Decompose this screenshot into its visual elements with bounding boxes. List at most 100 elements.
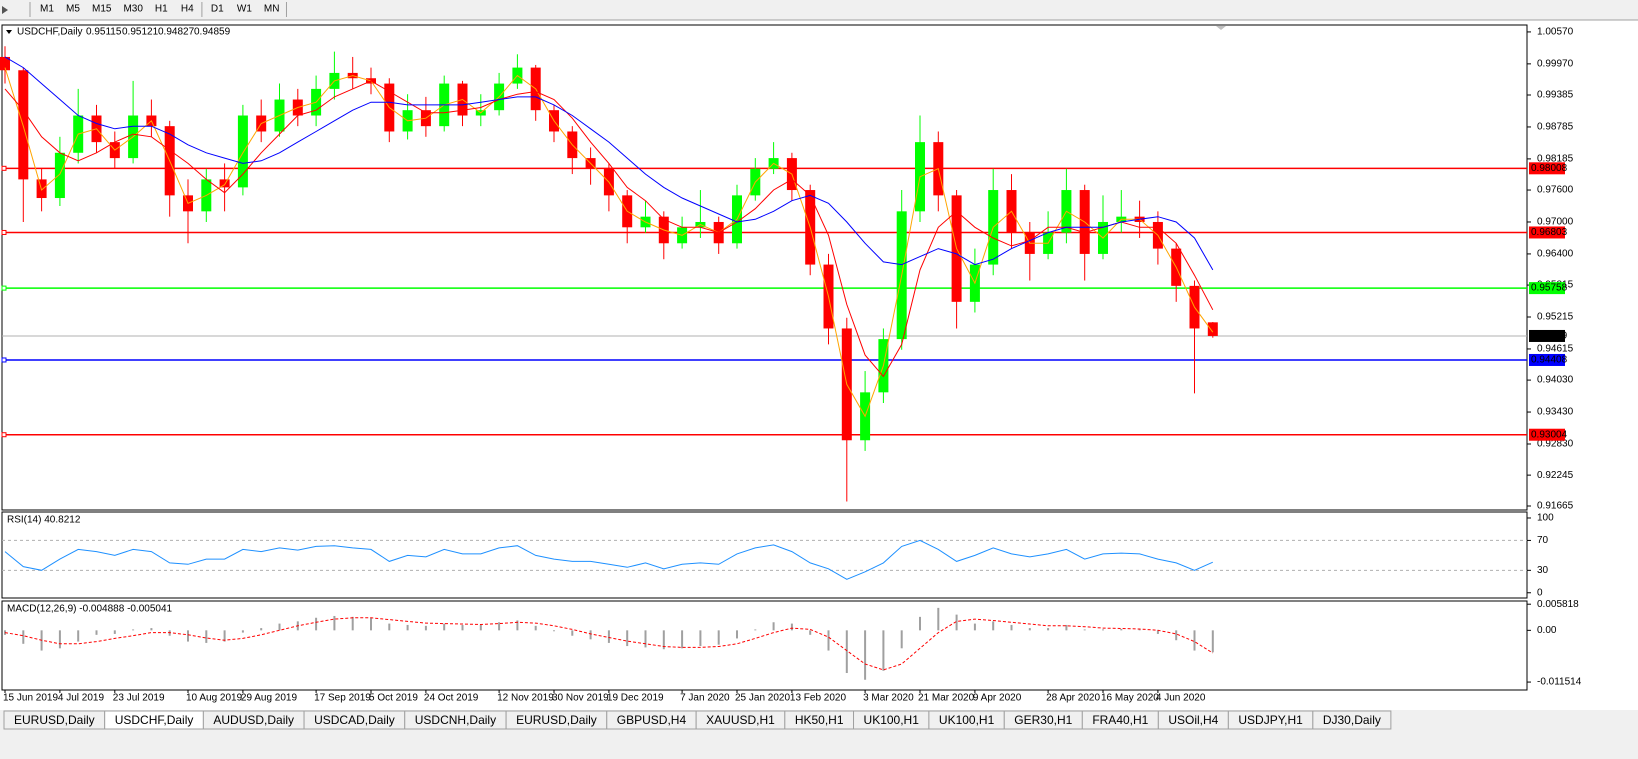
macd-bar (241, 630, 244, 633)
candle-body (219, 179, 230, 188)
tab-label[interactable]: USOil,H4 (1168, 713, 1218, 727)
tab[interactable]: DJ30,Daily (1312, 710, 1392, 730)
timeframe-button[interactable]: W1 (237, 4, 252, 15)
macd-bar (534, 625, 537, 631)
rsi-title: RSI(14) 40.8212 (7, 515, 81, 526)
x-tick-label: 21 Mar 2020 (918, 693, 975, 704)
tab-background (1312, 710, 1392, 730)
tab[interactable]: XAUUSD,H1 (695, 710, 786, 730)
tab-label[interactable]: USDCAD,Daily (314, 713, 395, 727)
timeframe-button[interactable]: H1 (155, 4, 168, 15)
timeframe-button[interactable]: D1 (211, 4, 224, 15)
y-tick-label: 0.97600 (1537, 185, 1574, 196)
macd-bar (1156, 630, 1159, 634)
tab[interactable]: GER30,H1 (1003, 710, 1083, 730)
macd-bar (973, 623, 976, 631)
macd-bar (516, 620, 519, 631)
y-tick-label: 100 (1537, 513, 1554, 524)
macd-title: MACD(12,26,9) -0.004888 -0.005041 (7, 604, 173, 615)
macd-bar (58, 630, 61, 649)
tab-label[interactable]: FRA40,H1 (1092, 713, 1148, 727)
macd-bar (864, 630, 867, 680)
y-tick-label: 0.00 (1537, 625, 1557, 636)
macd-bar (1102, 629, 1104, 631)
macd-bar (260, 628, 263, 631)
x-tick-label: 30 Nov 2019 (552, 693, 609, 704)
macd-bar (223, 630, 226, 642)
level-label: 0.95758 (1531, 283, 1568, 294)
symbol-label: USDCHF,Daily (17, 27, 83, 38)
tab-label[interactable]: USDCHF,Daily (115, 713, 194, 727)
tab[interactable]: HK50,H1 (784, 710, 855, 730)
timeframe-button[interactable]: MN (264, 4, 280, 15)
symbol-menu-arrow (6, 30, 12, 34)
tab[interactable]: USDCAD,Daily (303, 710, 406, 730)
macd-bar (1028, 628, 1031, 631)
x-tick-label: 23 Jul 2019 (113, 693, 165, 704)
y-tick-label: 0.94030 (1537, 375, 1574, 386)
current-price-label: 0.94859 (1531, 331, 1568, 342)
tab-label[interactable]: HK50,H1 (795, 713, 844, 727)
timeframe-button[interactable]: M30 (123, 4, 143, 15)
candle-body (237, 115, 248, 188)
tab-label[interactable]: DJ30,Daily (1323, 713, 1381, 727)
tab[interactable]: USDJPY,H1 (1227, 710, 1314, 730)
tab-label[interactable]: GBPUSD,H4 (617, 713, 687, 727)
tab-label[interactable]: EURUSD,Daily (516, 713, 597, 727)
level-label-bg (1529, 282, 1565, 295)
macd-bar (22, 630, 25, 644)
timeframe-button[interactable]: M1 (40, 4, 54, 15)
tab-label[interactable]: AUDUSD,Daily (213, 713, 294, 727)
macd-bar (809, 630, 812, 635)
macd-bar (370, 617, 372, 631)
ohlc-low: 0.94827 (158, 27, 195, 38)
x-tick-label: 10 Aug 2019 (186, 693, 243, 704)
macd-bar (1065, 624, 1068, 631)
candle-body (54, 152, 65, 199)
x-tick-label: 5 Oct 2019 (369, 693, 418, 704)
timeframe-button[interactable]: M5 (66, 4, 80, 15)
macd-bar (132, 629, 135, 631)
tab[interactable]: AUDUSD,Daily (202, 710, 305, 730)
tab[interactable]: UK100,H1 (928, 710, 1005, 730)
x-tick-label: 24 Oct 2019 (424, 693, 479, 704)
y-tick-label: 0.93430 (1537, 407, 1574, 418)
tab[interactable]: UK100,H1 (853, 710, 930, 730)
x-tick-label: 4 Jun 2020 (1156, 693, 1206, 704)
tab-label[interactable]: UK100,H1 (939, 713, 995, 727)
level-label: 0.98008 (1531, 163, 1568, 174)
tab-label[interactable]: USDCNH,Daily (415, 713, 496, 727)
tab-label[interactable]: USDJPY,H1 (1238, 713, 1303, 727)
y-tick-label: 0 (1537, 587, 1543, 598)
tab-label[interactable]: EURUSD,Daily (14, 713, 95, 727)
macd-bar (443, 623, 446, 631)
tab[interactable]: FRA40,H1 (1081, 710, 1159, 730)
tab-label[interactable]: GER30,H1 (1014, 713, 1072, 727)
macd-bar (772, 622, 775, 631)
tab-label[interactable]: XAUUSD,H1 (706, 713, 775, 727)
tab[interactable]: EURUSD,Daily (3, 710, 106, 730)
x-tick-label: 13 Feb 2020 (790, 693, 847, 704)
tab[interactable]: USOil,H4 (1157, 710, 1229, 730)
level-label-bg (1529, 226, 1565, 239)
level-label: 0.96803 (1531, 227, 1568, 238)
tab[interactable]: USDCNH,Daily (404, 710, 507, 730)
macd-pane-frame (1, 600, 1528, 691)
tab[interactable]: GBPUSD,H4 (606, 710, 697, 730)
macd-bar (388, 623, 391, 631)
y-tick-label: 0.91665 (1537, 501, 1574, 512)
rsi-line (4, 539, 1214, 580)
macd-bar (150, 628, 153, 631)
timeframe-button[interactable]: H4 (181, 4, 194, 15)
y-tick-label: 0.98785 (1537, 122, 1574, 133)
macd-bar (113, 630, 116, 634)
x-tick-label: 9 Apr 2020 (973, 693, 1022, 704)
x-tick-label: 29 Aug 2019 (241, 693, 298, 704)
tab[interactable]: USDCHF,Daily (104, 710, 204, 730)
macd-bar (827, 630, 830, 651)
tab[interactable]: EURUSD,Daily (505, 710, 608, 730)
tab-label[interactable]: UK100,H1 (864, 713, 920, 727)
moving-average (4, 80, 1214, 378)
macd-bar (754, 629, 757, 631)
timeframe-button[interactable]: M15 (92, 4, 112, 15)
